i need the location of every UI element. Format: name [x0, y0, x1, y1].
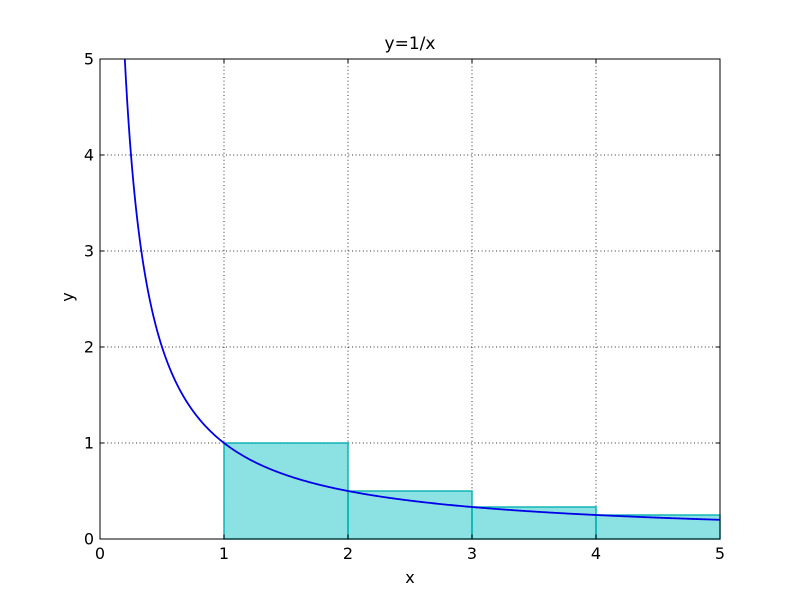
x-tick-label: 2: [343, 544, 353, 563]
tick-labels-layer: 0 1 2 3 4 5 0 1 2 3 4 5: [84, 50, 725, 564]
ticks-layer: [99, 58, 721, 540]
curve-path: [123, 58, 721, 521]
y-tick-label: 5: [84, 50, 94, 69]
x-tick-label: 0: [95, 544, 105, 563]
riemann-bar: [223, 442, 349, 540]
x-tick-label: 4: [591, 544, 601, 563]
x-tick-label: 1: [219, 544, 229, 563]
y-tick-label: 2: [84, 338, 94, 357]
chart-title: y=1/x: [385, 34, 436, 54]
x-tick-label: 5: [715, 544, 725, 563]
riemann-bar: [347, 490, 473, 540]
y-tick-label: 0: [84, 530, 94, 549]
x-axis-label: x: [405, 568, 414, 587]
plot-border: [99, 58, 721, 540]
y-tick-label: 3: [84, 242, 94, 261]
y-tick-label: 1: [84, 434, 94, 453]
y-axis-label: y: [58, 292, 77, 301]
y-tick-label: 4: [84, 146, 94, 165]
x-tick-label: 3: [467, 544, 477, 563]
